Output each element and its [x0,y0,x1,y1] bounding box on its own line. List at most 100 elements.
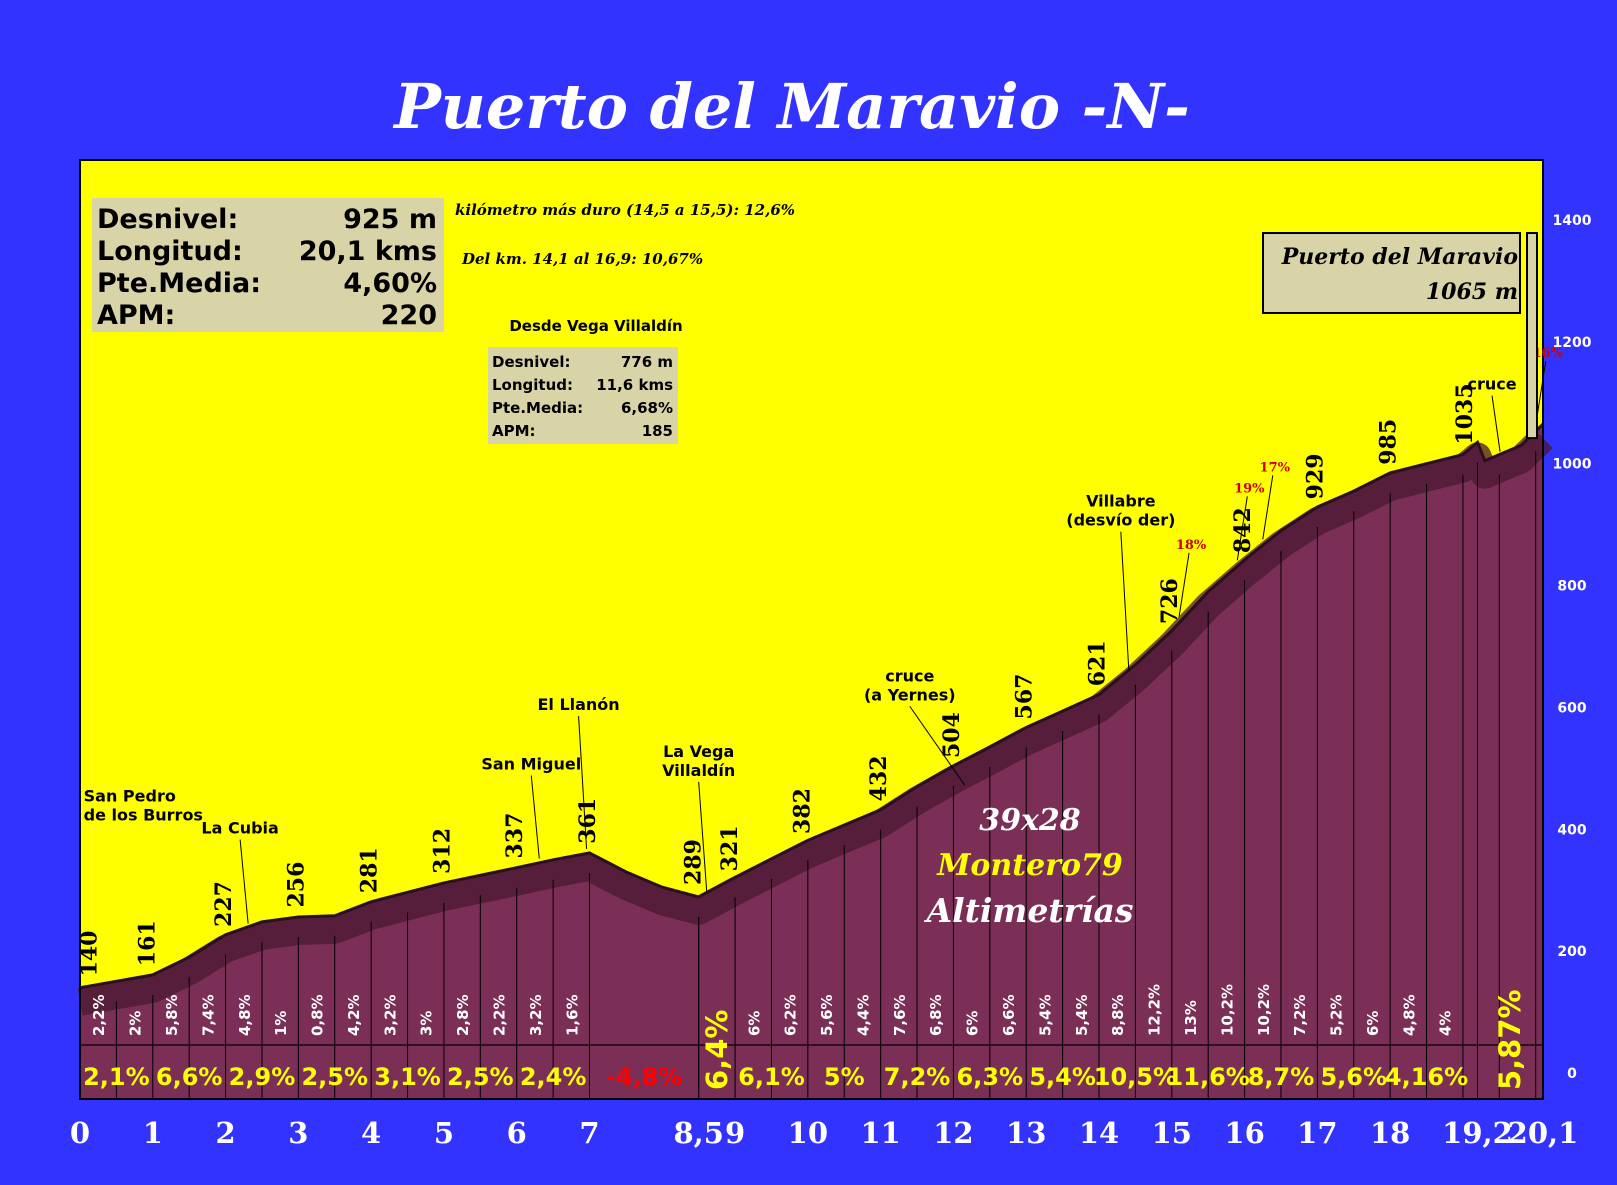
place-label: La Vega Villaldín [662,742,735,780]
km-grade: 2,5% [301,1063,368,1091]
half-km-grade: 6% [1364,1011,1382,1036]
y-tick-label: 1200 [1553,335,1592,351]
profile-layer [77,159,1553,1100]
km-grade: 6,4% [700,1010,734,1090]
half-km-grade: 6,8% [927,994,945,1036]
half-km-grade: 4,8% [1400,994,1418,1036]
half-km-grade: 5,6% [818,994,836,1036]
x-tick-label: 0 [70,1116,90,1150]
profile-band [77,428,1553,1016]
half-km-grade: 2,2% [90,994,108,1036]
half-km-grade: 10,2% [1255,984,1273,1036]
x-tick-label: 2 [215,1116,235,1150]
y-tick-label: 400 [1557,822,1586,838]
credit-brand: Altimetrías [924,891,1134,930]
elevation-label: 312 [429,828,455,874]
km-grade: 5,4% [1029,1063,1096,1091]
elevation-label: 256 [284,862,310,908]
summit-box [1262,232,1521,314]
km-grade: 5,6% [1320,1063,1387,1091]
half-km-grade: 2,8% [454,994,472,1036]
half-km-grade: 2,2% [491,994,509,1036]
place-leader [698,781,708,891]
half-km-grade: 3% [418,1011,436,1036]
km-grade: 10,5% [1094,1063,1177,1091]
note-hardest-km: kilómetro más duro (14,5 a 15,5): 12,6% [455,201,795,219]
half-km-grade: 3,2% [381,994,399,1036]
km-grade: 6,1% [738,1063,805,1091]
half-km-grade: 6,6% [1000,994,1018,1036]
elevation-label: 985 [1376,419,1402,465]
x-tick-label: 13 [1006,1116,1046,1150]
x-tick-label: 6 [507,1116,527,1150]
place-leader [1120,531,1130,671]
x-tick-label: 9 [725,1116,745,1150]
stats-main-value: 4,60% [343,268,437,299]
half-km-grade: 7,4% [199,994,217,1036]
stats-main-label: Longitud: [97,236,243,267]
stats-main-value: 220 [381,300,437,331]
info-boxes: Desnivel: 925 m Longitud: 20,1 kms Pte.Media… [92,198,1538,930]
y-tick-label: 800 [1557,579,1586,595]
stats-sub-value: 11,6 kms [596,376,673,394]
km-grade: 5,87% [1493,989,1527,1090]
km-grade: 11,6% [1167,1063,1250,1091]
y-tick-label: 200 [1557,944,1586,960]
place-label: San Miguel [481,755,581,774]
credit-gear: 39x28 [979,803,1081,838]
stats-sub-value: 776 m [621,353,673,371]
credit-author: Montero79 [936,848,1123,883]
x-tick-label: 17 [1297,1116,1337,1150]
x-tick-label: 10 [788,1116,828,1150]
stats-main-box [92,198,444,332]
elevation-label: 281 [357,847,383,893]
profile-line [79,423,1545,990]
x-tick-label: 20,1 [1508,1116,1579,1150]
km-grade: 8,7% [1248,1063,1315,1091]
half-km-grade: 5,2% [1328,994,1346,1036]
x-tick-label: 15 [1152,1116,1192,1150]
place-label: El Llanón [537,695,619,714]
elevation-label: 504 [939,712,965,758]
half-km-grade: 12,2% [1146,984,1164,1036]
x-tick-label: 1 [143,1116,163,1150]
elevation-label: 321 [717,825,743,871]
ramp-grade: 18% [1176,538,1207,553]
x-tick-label: 16 [1224,1116,1264,1150]
elevation-label: 161 [135,920,161,966]
half-km-grade: 6% [745,1011,763,1036]
place-label: La Cubia [201,819,278,838]
ramp-grade: 19% [1234,481,1265,496]
stats-sub-value: 6,68% [621,399,673,417]
elevation-label: 726 [1157,578,1183,624]
half-km-grade: 1% [272,1011,290,1036]
half-km-grade: 8,8% [1109,994,1127,1036]
place-leader [909,705,966,786]
stats-sub-value: 185 [642,422,673,440]
place-leader [239,839,249,924]
half-km-grade: 4,2% [345,994,363,1036]
stats-main-value: 20,1 kms [299,236,437,267]
km-grade: 2,5% [447,1063,514,1091]
elevation-label: 929 [1303,453,1329,499]
place-label: cruce (a Yernes) [864,666,956,704]
ramp-leader [1236,496,1248,561]
stats-main-label: Pte.Media: [97,268,261,299]
half-km-grade: 5,4% [1036,994,1054,1036]
half-km-grade: 5,4% [1073,994,1091,1036]
ramp-grade: 16% [1532,346,1563,361]
km-grade: 2,1% [83,1063,150,1091]
half-km-grade: 13% [1182,1000,1200,1036]
half-km-grade: 4,4% [854,994,872,1036]
note-segment: Del km. 14,1 al 16,9: 10,67% [461,250,703,268]
half-km-grade: 2% [127,1011,145,1036]
stats-main-label: APM: [97,300,175,331]
elevation-label: 382 [790,788,816,834]
km-grade: 7,2% [884,1063,951,1091]
stats-sub-heading: Desde Vega Villaldín [509,317,682,335]
plot-frame [79,159,1544,1100]
half-km-grade: 7,2% [1291,994,1309,1036]
km-grade: 3,1% [374,1063,441,1091]
place-label: Villabre (desvío der) [1066,492,1175,530]
ramp-leader [1262,475,1274,540]
